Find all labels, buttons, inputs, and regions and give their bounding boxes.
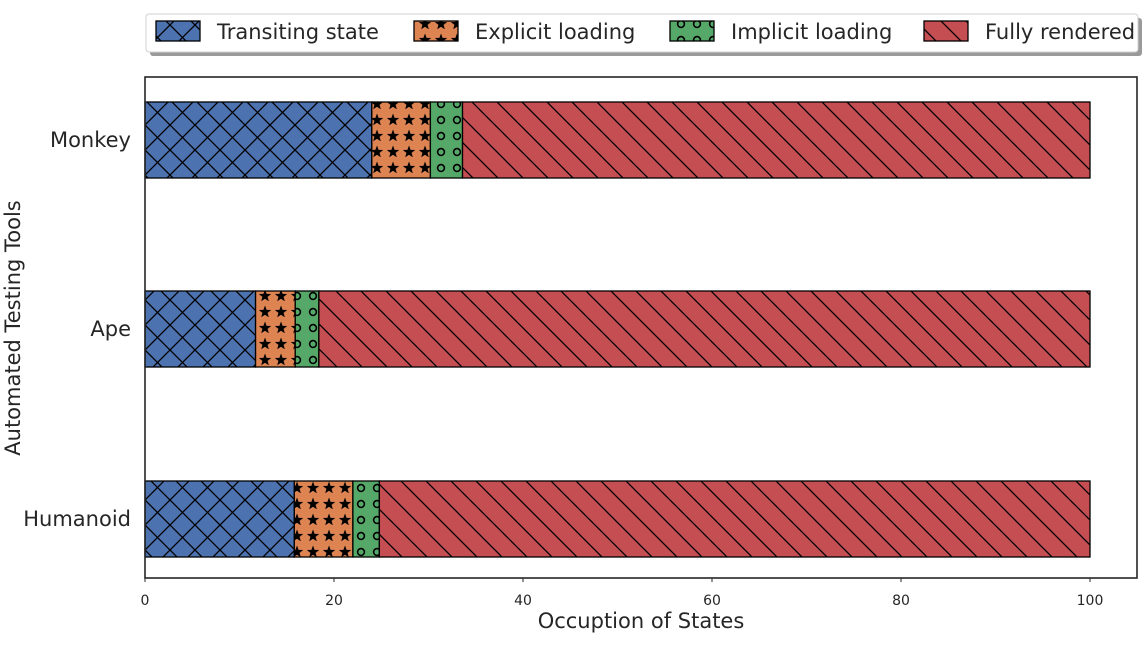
legend-item-fully-rendered: Fully rendered: [923, 20, 1135, 44]
legend-item-implicit-loading: Implicit loading: [669, 20, 892, 44]
x-tick-label: 20: [325, 593, 343, 609]
plot-frame: [144, 76, 1138, 579]
x-tick-label: 40: [514, 593, 532, 609]
bar-ape-fully-rendered: [318, 290, 1091, 368]
x-tick-label: 100: [1077, 593, 1104, 609]
bar-humanoid-fully-rendered: [378, 480, 1091, 558]
legend-swatch: [669, 20, 715, 42]
bar-humanoid-implicit-loading: [352, 480, 381, 558]
legend-label: Implicit loading: [731, 20, 892, 44]
bar-ape-transiting-state: [144, 290, 257, 368]
bar-monkey-explicit-loading: [371, 101, 432, 179]
bar-monkey-fully-rendered: [461, 101, 1091, 179]
bar-humanoid-explicit-loading: [293, 480, 354, 558]
y-tick-label-humanoid: Humanoid: [23, 507, 131, 531]
y-tick-label-monkey: Monkey: [50, 128, 131, 152]
legend-box: [145, 13, 1139, 53]
x-tick-label: 80: [892, 593, 910, 609]
bar-humanoid-transiting-state: [144, 480, 295, 558]
legend-swatch: [923, 20, 969, 42]
legend: Transiting state Explicit loading Implicit…: [145, 13, 1142, 56]
bar-ape-explicit-loading: [254, 290, 296, 368]
bars: [144, 101, 1091, 558]
legend-label: Transiting state: [216, 20, 379, 44]
y-tick-label-ape: Ape: [90, 317, 131, 341]
bar-monkey-implicit-loading: [429, 101, 464, 179]
legend-label: Fully rendered: [985, 20, 1135, 44]
legend-swatch: [413, 20, 459, 42]
x-axis: 0 20 40 60 80 100: [141, 578, 1104, 609]
y-axis-label: Automated Testing Tools: [1, 200, 25, 455]
x-tick-label: 60: [703, 593, 721, 609]
bar-monkey-transiting-state: [144, 101, 373, 179]
bar-ape-implicit-loading: [294, 290, 320, 368]
legend-item-transiting-state: Transiting state: [155, 20, 379, 44]
legend-item-explicit-loading: Explicit loading: [413, 20, 635, 44]
y-axis: Monkey Ape Humanoid: [23, 128, 131, 531]
x-tick-label: 0: [141, 593, 150, 609]
x-axis-label: Occuption of States: [538, 609, 745, 633]
legend-label: Explicit loading: [475, 20, 635, 44]
legend-swatch: [155, 20, 201, 42]
